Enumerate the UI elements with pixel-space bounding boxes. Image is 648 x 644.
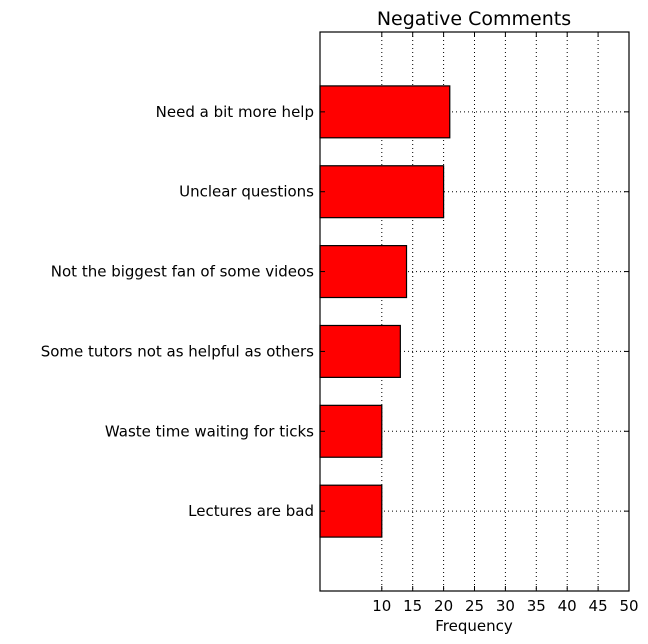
x-tick-label: 45 xyxy=(589,597,608,615)
bar xyxy=(319,165,445,219)
x-tick-label: 30 xyxy=(496,597,515,615)
chart-title: Negative Comments xyxy=(377,8,571,30)
x-tick-label: 15 xyxy=(403,597,422,615)
category-label: Some tutors not as helpful as others xyxy=(41,342,314,360)
x-tick-label: 50 xyxy=(619,597,638,615)
bar xyxy=(319,245,408,299)
x-axis-title: Frequency xyxy=(435,617,513,635)
category-label: Not the biggest fan of some videos xyxy=(51,263,314,281)
category-label: Waste time waiting for ticks xyxy=(105,422,314,440)
x-tick-label: 25 xyxy=(465,597,484,615)
x-tick-label: 35 xyxy=(527,597,546,615)
bar xyxy=(319,404,383,458)
x-tick-label: 20 xyxy=(434,597,453,615)
plot-frame xyxy=(319,31,630,592)
bar xyxy=(319,324,401,378)
category-label: Lectures are bad xyxy=(188,502,314,520)
bars xyxy=(319,85,451,538)
x-tick-label: 10 xyxy=(372,597,391,615)
category-label: Unclear questions xyxy=(179,183,314,201)
x-tick-label: 40 xyxy=(558,597,577,615)
category-labels: Lectures are bad Waste time waiting for t… xyxy=(41,103,314,520)
ticks: 10 15 20 25 30 35 40 45 50 xyxy=(320,32,639,615)
bar xyxy=(319,85,451,139)
bar xyxy=(319,484,383,538)
category-label: Need a bit more help xyxy=(156,103,314,121)
